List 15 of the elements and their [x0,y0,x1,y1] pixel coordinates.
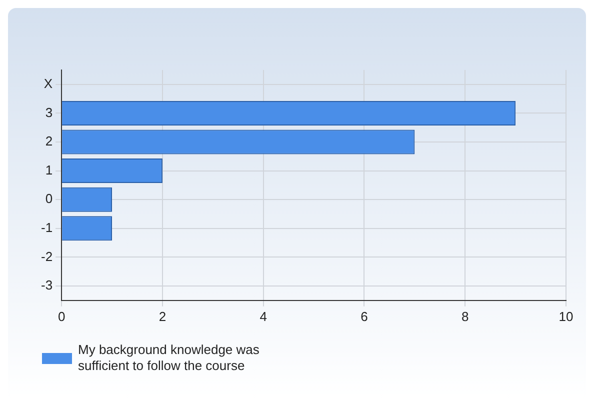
x-tick-label: 6 [360,308,368,324]
y-tick-label: X [44,76,53,91]
y-tick-label: -3 [40,278,53,293]
y-tick-label: 1 [45,162,53,178]
x-tick-label: 8 [461,308,469,324]
y-tick-label: 3 [45,104,53,120]
x-tick-label: 0 [58,308,66,324]
x-tick-label: 10 [558,308,574,324]
y-tick-label: -1 [40,220,53,235]
y-tick-label: -2 [40,248,53,264]
y-tick-label: 0 [45,191,53,206]
x-tick-label: 4 [260,308,267,324]
legend-label: My background knowledge was sufficient to follow the course [78,342,260,374]
y-tick-label: 2 [45,134,53,149]
x-tick-label: 2 [158,308,166,324]
